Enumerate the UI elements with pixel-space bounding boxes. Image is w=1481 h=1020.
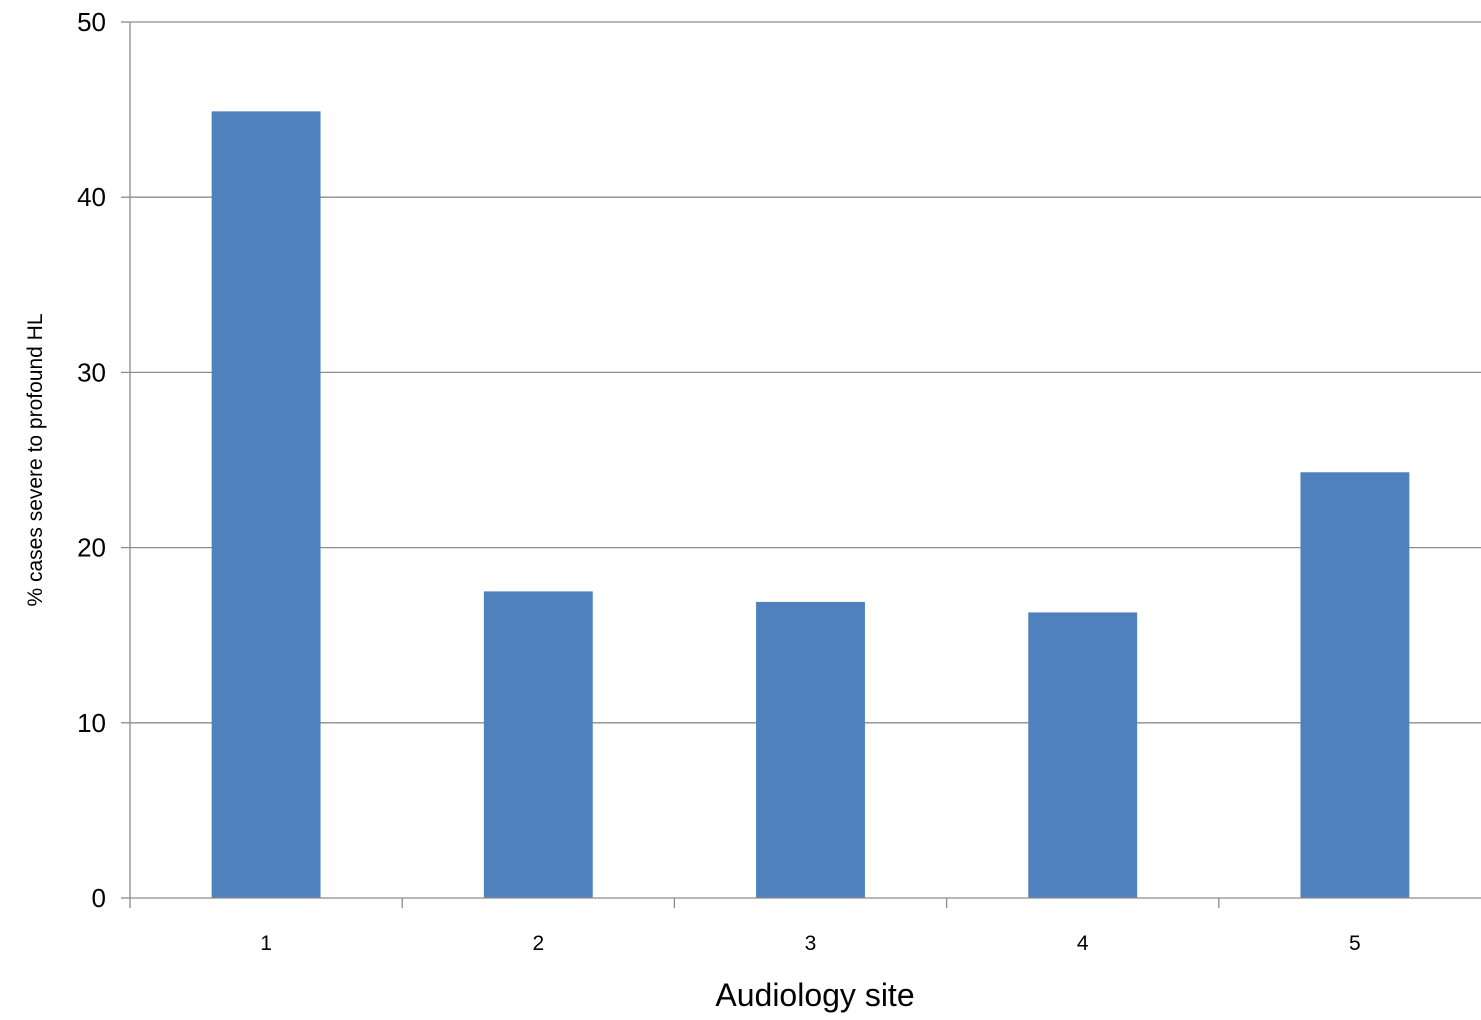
bar-site-5 xyxy=(1300,472,1410,898)
gridlines xyxy=(130,21,1481,724)
bar-site-2 xyxy=(483,591,593,898)
x-tick-label: 5 xyxy=(1349,932,1361,955)
y-tick-label: 20 xyxy=(77,533,106,563)
x-tick-label: 4 xyxy=(1077,932,1089,955)
y-tick-label: 10 xyxy=(77,708,106,738)
bar-site-1 xyxy=(211,111,321,899)
y-axis-title: % cases severe to profound HL xyxy=(24,314,47,607)
y-tick-label: 50 xyxy=(77,7,106,37)
y-tick-labels: 0 10 20 30 40 50 xyxy=(77,7,106,913)
bar-site-4 xyxy=(1028,612,1138,898)
x-tick-label: 3 xyxy=(805,932,817,955)
axes xyxy=(121,21,1481,908)
x-tick-labels: 1 2 3 4 5 xyxy=(260,932,1360,955)
bars xyxy=(211,111,1410,899)
y-tick-label: 40 xyxy=(77,182,106,212)
x-tick-label: 1 xyxy=(260,932,272,955)
y-tick-label: 0 xyxy=(92,883,106,913)
y-tick-label: 30 xyxy=(77,357,106,387)
x-tick-label: 2 xyxy=(532,932,544,955)
x-axis-title: Audiology site xyxy=(715,977,914,1013)
bar-site-3 xyxy=(756,601,865,898)
